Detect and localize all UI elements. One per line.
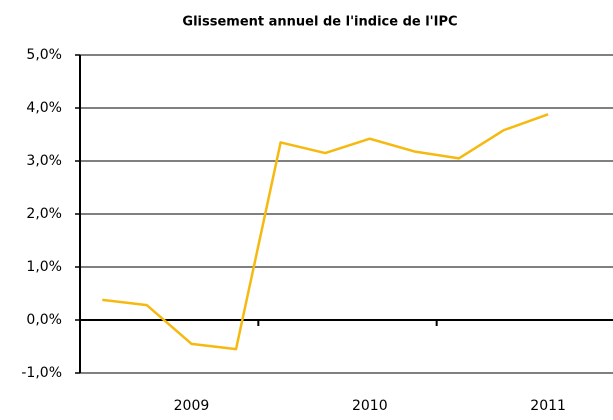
y-tick-label: 2,0% — [26, 206, 62, 222]
x-tick-label: 2009 — [174, 398, 210, 414]
x-tick-label: 2010 — [352, 398, 388, 414]
data-line — [102, 113, 549, 351]
y-tick-label: 1,0% — [26, 259, 62, 275]
x-tick-label: 2011 — [530, 398, 566, 414]
y-tick-label: 5,0% — [26, 47, 62, 63]
y-tick-label: -1,0% — [21, 365, 62, 381]
y-tick-label: 3,0% — [26, 153, 62, 169]
chart-title: Glissement annuel de l'indice de l'IPC — [182, 15, 457, 30]
y-tick-label: 0,0% — [26, 312, 62, 328]
y-tick-label: 4,0% — [26, 100, 62, 116]
